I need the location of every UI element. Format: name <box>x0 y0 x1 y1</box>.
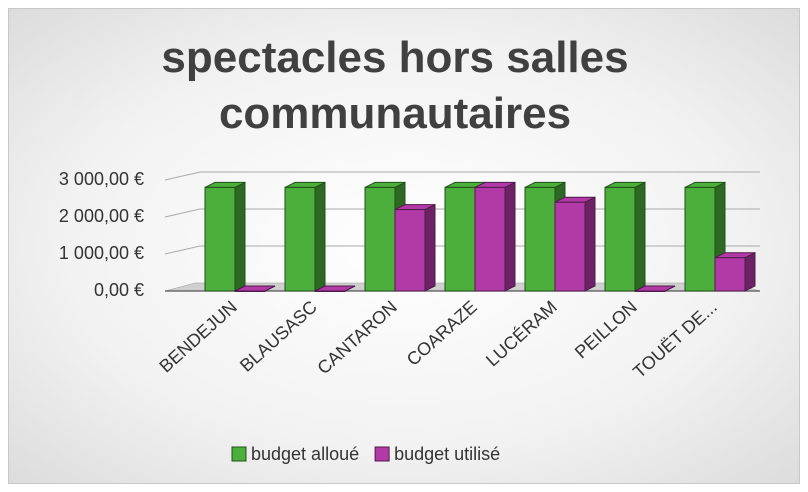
bar <box>474 181 516 292</box>
bar <box>284 181 326 292</box>
x-tick-label: BLAUSASC <box>236 297 321 376</box>
bar-side <box>584 196 596 292</box>
bar <box>204 181 246 292</box>
bar <box>234 285 276 292</box>
x-tick-label: COARAZE <box>403 297 481 370</box>
bar <box>604 181 646 292</box>
legend-swatch <box>374 446 390 462</box>
bar <box>394 203 436 292</box>
bar-front <box>444 186 476 292</box>
bar <box>314 285 356 292</box>
x-tick-label: PEILLON <box>571 297 641 363</box>
bar-front <box>364 186 396 292</box>
legend-label: budget alloué <box>251 444 359 464</box>
legend-swatch <box>231 446 247 462</box>
grid-line <box>164 171 760 181</box>
x-tick-label: BENDEJUN <box>155 297 240 377</box>
y-tick-label: 3 000,00 € <box>59 169 144 189</box>
chart-title: spectacles hors salles communautaires <box>161 33 629 138</box>
bar <box>714 251 756 292</box>
bar-front <box>314 290 346 292</box>
bar-front <box>234 290 266 292</box>
bar-front <box>714 257 746 292</box>
bar-front <box>394 209 426 292</box>
bar-front <box>604 186 636 292</box>
bar-side <box>504 181 516 292</box>
bar-front <box>284 186 316 292</box>
y-tick-label: 1 000,00 € <box>59 243 144 263</box>
bar-side <box>234 181 246 292</box>
bar-front <box>684 186 716 292</box>
bar-front <box>524 186 556 292</box>
bar <box>634 285 676 292</box>
bar-front <box>474 186 506 292</box>
y-tick-label: 0,00 € <box>94 280 144 300</box>
x-tick-label: LUCÉRAM <box>482 297 561 371</box>
bar-front <box>554 201 586 292</box>
legend-label: budget utilisé <box>394 444 500 464</box>
bar-side <box>424 203 436 292</box>
y-tick-label: 2 000,00 € <box>59 206 144 226</box>
bar <box>684 181 726 292</box>
x-tick-label: TOUËT DE... <box>629 297 721 382</box>
bar-front <box>204 186 236 292</box>
bar-side <box>634 181 646 292</box>
x-tick-label: CANTARON <box>313 297 400 379</box>
bar-side <box>744 251 756 292</box>
bar <box>554 196 596 292</box>
bar-side <box>314 181 326 292</box>
bar-front <box>634 290 666 292</box>
